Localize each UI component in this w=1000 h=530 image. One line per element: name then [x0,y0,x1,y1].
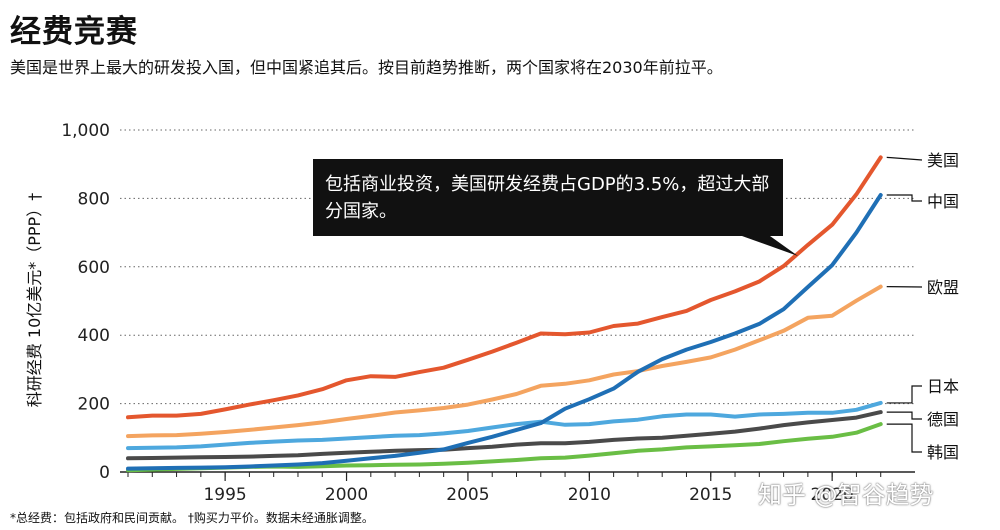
footnote: *总经费：包括政府和民间贡献。 †购买力平价。数据未经通胀调整。 [10,511,374,525]
chart-title: 经费竞赛 [10,14,138,50]
series-label-japan: 日本 [927,377,959,396]
callout-annotation: 包括商业投资，美国研发经费占GDP的3.5%，超过大部分国家。 [313,159,783,236]
x-tick-label: 1995 [203,485,246,505]
y-tick-label: 600 [78,258,110,278]
leader-line-korea [886,423,922,453]
x-tick-labels: 1995 2000 2005 2010 2015 2020 [127,472,882,505]
series-label-germany: 德国 [927,410,959,429]
watermark: 知乎 @智谷趋势 [758,481,934,509]
series-label-eu: 欧盟 [927,278,959,297]
series-lines [126,155,883,473]
x-tick-label: 2015 [689,485,732,505]
series-line-us [126,155,883,420]
leader-line-china [886,194,922,202]
series-line-germany [126,410,883,461]
y-tick-label: 400 [78,326,110,346]
x-tick-label: 2020 [811,485,854,505]
y-axis-label: 科研经费 10亿美元*（PPP）† [25,193,44,407]
series-line-japan [126,400,883,451]
x-tick-label: 2005 [446,485,489,505]
x-tick-label: 2010 [568,485,611,505]
y-tick-label: 200 [78,395,110,415]
series-line-china [126,193,883,471]
y-tick-labels: 0 200 400 600 800 1,000 [61,121,110,483]
y-tick-label: 0 [99,463,110,483]
y-tick-label: 1,000 [61,121,110,141]
x-tick-label: 2000 [325,485,368,505]
leader-line-us [886,156,923,161]
callout-pointer [742,236,798,256]
y-tick-label: 800 [78,189,110,209]
series-line-eu [126,284,883,439]
series-label-us: 美国 [927,151,959,170]
leader-line-japan [886,385,922,404]
leader-lines [886,156,923,453]
leader-line-germany [886,411,922,420]
series-label-china: 中国 [927,192,959,211]
chart-subtitle: 美国是世界上最大的研发投入国，但中国紧追其后。按目前趋势推断，两个国家将在203… [10,58,723,77]
series-label-korea: 韩国 [927,443,959,462]
